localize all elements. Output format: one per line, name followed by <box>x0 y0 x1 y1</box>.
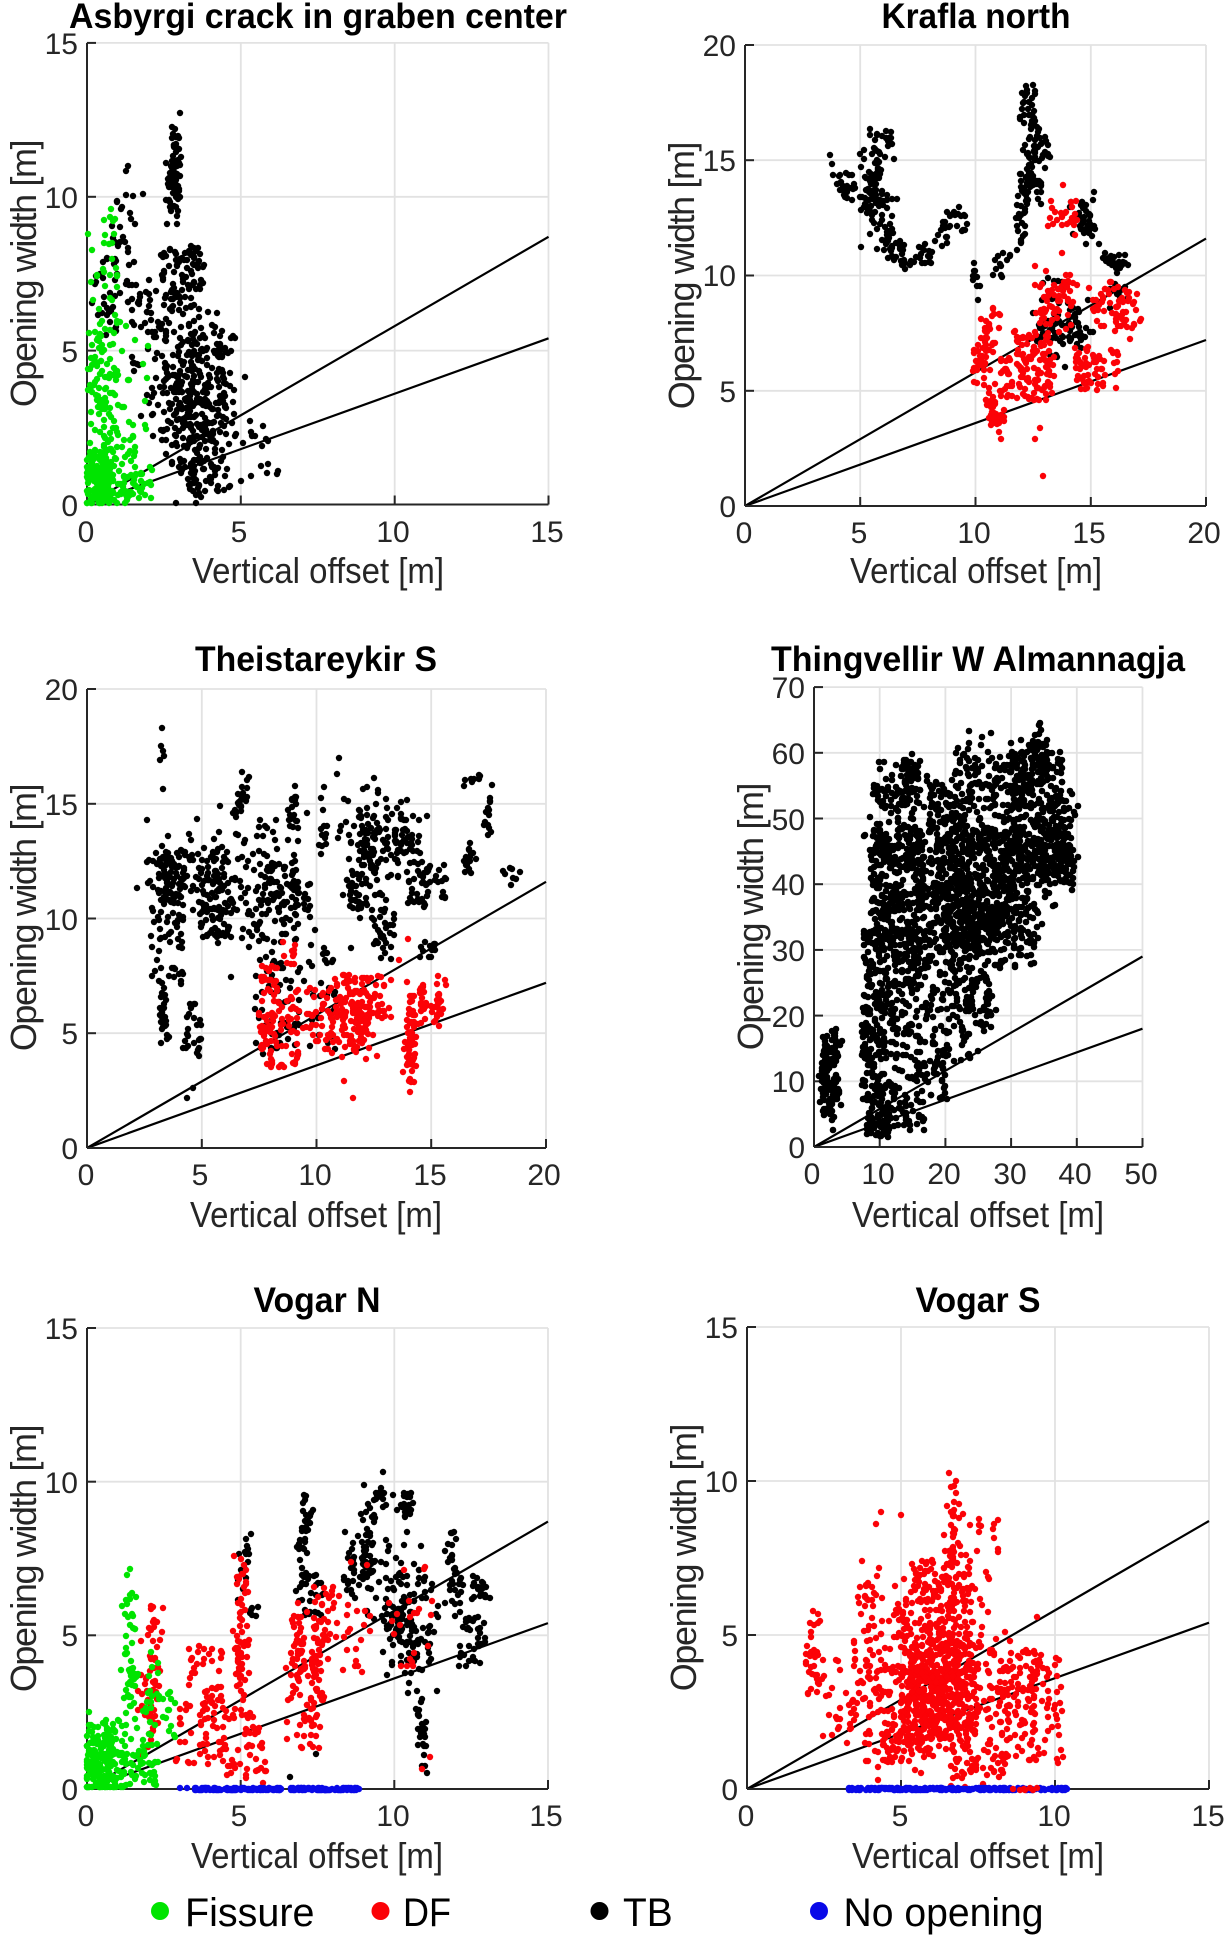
svg-text:0: 0 <box>736 517 753 550</box>
svg-text:0: 0 <box>61 1133 78 1166</box>
svg-text:20: 20 <box>772 1001 805 1034</box>
svg-text:Opening width [m]: Opening width [m] <box>661 143 702 409</box>
svg-text:15: 15 <box>45 28 78 61</box>
svg-text:10: 10 <box>376 516 409 549</box>
svg-text:5: 5 <box>61 336 78 369</box>
svg-text:30: 30 <box>993 1158 1026 1191</box>
svg-text:0: 0 <box>78 516 95 549</box>
svg-text:Vertical offset [m]: Vertical offset [m] <box>192 550 444 591</box>
svg-text:Thingvellir W Almannagja: Thingvellir W Almannagja <box>771 640 1186 679</box>
svg-text:10: 10 <box>703 260 736 293</box>
svg-text:Opening width [m]: Opening width [m] <box>730 784 771 1050</box>
svg-text:5: 5 <box>61 1018 78 1051</box>
svg-text:20: 20 <box>45 674 78 707</box>
svg-text:15: 15 <box>1072 517 1105 550</box>
svg-text:50: 50 <box>772 804 805 837</box>
svg-text:Opening width [m]: Opening width [m] <box>3 141 44 407</box>
svg-text:10: 10 <box>861 1158 894 1191</box>
svg-text:40: 40 <box>1058 1158 1091 1191</box>
svg-text:50: 50 <box>1124 1158 1157 1191</box>
svg-text:5: 5 <box>719 376 736 409</box>
svg-text:10: 10 <box>45 182 78 215</box>
svg-text:Opening width [m]: Opening width [m] <box>3 785 44 1051</box>
svg-text:10: 10 <box>957 517 990 550</box>
svg-text:Theistareykir S: Theistareykir S <box>195 640 437 679</box>
svg-text:20: 20 <box>1187 517 1220 550</box>
svg-text:60: 60 <box>772 738 805 771</box>
svg-text:0: 0 <box>788 1132 805 1165</box>
svg-text:20: 20 <box>927 1158 960 1191</box>
svg-text:Krafla north: Krafla north <box>882 0 1071 36</box>
svg-text:Vertical offset [m]: Vertical offset [m] <box>190 1194 442 1235</box>
svg-text:0: 0 <box>804 1158 821 1191</box>
svg-text:Asbyrgi crack in graben center: Asbyrgi crack in graben center <box>69 0 567 36</box>
svg-text:5: 5 <box>851 517 868 550</box>
svg-text:0: 0 <box>78 1159 95 1192</box>
svg-text:Vertical offset [m]: Vertical offset [m] <box>852 1194 1104 1235</box>
svg-text:10: 10 <box>45 904 78 937</box>
svg-text:Vertical offset [m]: Vertical offset [m] <box>850 550 1102 591</box>
svg-text:0: 0 <box>719 491 736 524</box>
svg-text:15: 15 <box>530 516 563 549</box>
svg-text:10: 10 <box>772 1066 805 1099</box>
svg-text:15: 15 <box>413 1159 446 1192</box>
svg-text:30: 30 <box>772 935 805 968</box>
svg-text:15: 15 <box>45 789 78 822</box>
svg-text:40: 40 <box>772 869 805 902</box>
svg-text:5: 5 <box>192 1159 209 1192</box>
svg-text:20: 20 <box>703 30 736 63</box>
svg-text:10: 10 <box>298 1159 331 1192</box>
svg-text:0: 0 <box>61 490 78 523</box>
svg-text:15: 15 <box>703 145 736 178</box>
svg-text:20: 20 <box>527 1159 560 1192</box>
svg-text:5: 5 <box>231 516 248 549</box>
svg-text:70: 70 <box>772 672 805 705</box>
